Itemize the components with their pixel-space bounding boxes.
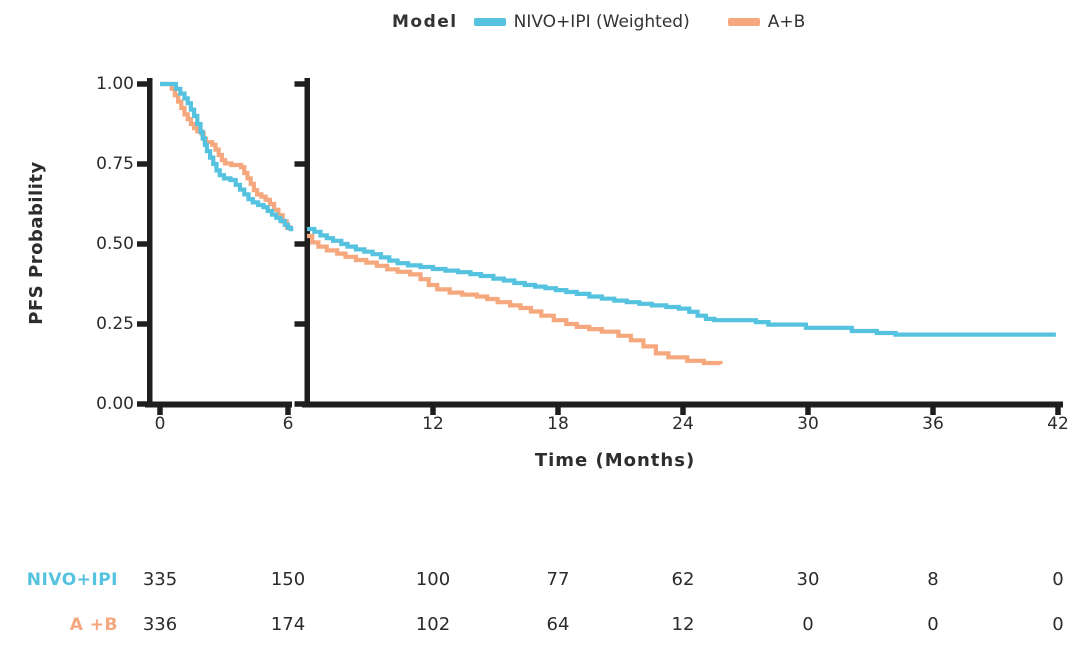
- km-curve-a-b: [307, 233, 723, 366]
- x-tick: [555, 407, 561, 415]
- x-tick-label: 12: [422, 414, 444, 434]
- x-tick-label: 18: [547, 414, 569, 434]
- y-tick: [294, 241, 305, 247]
- x-tick-label: 42: [1047, 414, 1069, 434]
- panel2-y-spine: [304, 78, 310, 408]
- risk-value: 336: [142, 614, 178, 635]
- legend-item-nivo-ipi: NIVO+IPI (Weighted): [473, 12, 690, 32]
- y-tick: [137, 321, 148, 327]
- y-tick-label: 0.00: [96, 394, 134, 414]
- x-tick: [930, 407, 936, 415]
- panel2-x-spine: [302, 401, 1063, 408]
- x-tick-label: 6: [282, 414, 294, 434]
- km-curve-nivo-ipi-weighted-: [160, 81, 294, 232]
- x-tick: [1055, 407, 1061, 415]
- risk-value: 0: [927, 614, 939, 635]
- legend-title: Model: [392, 12, 458, 32]
- risk-value: 77: [546, 569, 570, 590]
- risk-row-label-nivo-ipi: NIVO+IPI: [26, 570, 118, 590]
- x-tick: [285, 407, 291, 415]
- risk-row-label-a-plus-b: A +B: [69, 615, 118, 635]
- y-tick-label: 1.00: [96, 74, 134, 94]
- panel1-y-spine: [147, 78, 153, 408]
- km-curve-nivo-ipi-weighted-: [307, 226, 1056, 337]
- x-tick-label: 36: [922, 414, 944, 434]
- y-tick: [137, 241, 148, 247]
- risk-value: 150: [270, 569, 306, 590]
- a-plus-b-line-swatch-icon: [727, 18, 760, 26]
- y-tick: [294, 401, 305, 407]
- y-tick: [294, 161, 305, 167]
- x-tick: [680, 407, 686, 415]
- risk-value: 62: [671, 569, 695, 590]
- km-curve-a-b: [160, 81, 293, 231]
- x-tick: [430, 407, 436, 415]
- risk-value: 8: [927, 569, 939, 590]
- y-tick: [137, 81, 148, 87]
- risk-value: 30: [796, 569, 820, 590]
- y-tick: [294, 321, 305, 327]
- risk-value: 12: [671, 614, 695, 635]
- risk-value: 0: [1052, 569, 1064, 590]
- risk-value: 174: [270, 614, 306, 635]
- risk-value: 0: [802, 614, 814, 635]
- risk-value: 64: [546, 614, 570, 635]
- panel1-x-spine: [145, 401, 292, 408]
- y-tick-label: 0.25: [96, 314, 134, 334]
- legend-item-a-plus-b: A+B: [727, 12, 806, 32]
- risk-value: 102: [415, 614, 451, 635]
- y-tick-label: 0.50: [96, 234, 134, 254]
- risk-value: 335: [142, 569, 178, 590]
- y-tick-label: 0.75: [96, 154, 134, 174]
- x-tick-label: 0: [154, 414, 166, 434]
- legend-label-a-plus-b: A+B: [767, 12, 806, 32]
- y-tick: [137, 401, 148, 407]
- y-tick: [137, 161, 148, 167]
- y-tick: [294, 81, 305, 87]
- legend-label-nivo-ipi: NIVO+IPI (Weighted): [513, 12, 690, 32]
- risk-value: 0: [1052, 614, 1064, 635]
- risk-value: 100: [415, 569, 451, 590]
- x-axis-title: Time (Months): [534, 450, 696, 471]
- x-tick-label: 30: [797, 414, 819, 434]
- legend: Model NIVO+IPI (Weighted) A+B: [392, 9, 805, 35]
- x-tick-label: 24: [672, 414, 694, 434]
- x-tick: [157, 407, 163, 415]
- nivo-ipi-line-swatch-icon: [473, 18, 506, 26]
- x-tick: [805, 407, 811, 415]
